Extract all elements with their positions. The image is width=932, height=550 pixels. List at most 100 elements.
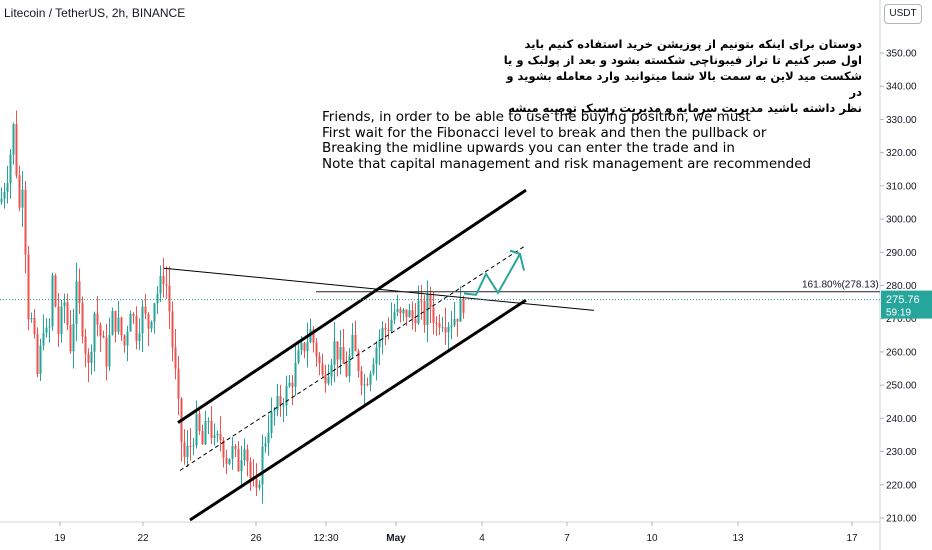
y-tick-label: 330.00: [886, 115, 917, 126]
candle-body: [6, 183, 9, 192]
candle-body: [117, 317, 120, 332]
y-tick-label: 320.00: [886, 148, 917, 159]
candle-body: [192, 445, 195, 447]
last-price-value: 275.76: [886, 294, 920, 306]
candle-body: [24, 189, 27, 255]
chart-title: Litecoin / TetherUS, 2h, BINANCE: [4, 6, 186, 20]
candle-body: [231, 445, 234, 459]
candle-body: [135, 315, 138, 342]
candle-body: [57, 306, 60, 335]
candle-body: [330, 364, 333, 377]
candle-body: [327, 376, 330, 384]
y-tick-label: 260.00: [886, 347, 917, 358]
y-tick-label: 290.00: [886, 248, 917, 259]
candle-body: [357, 351, 360, 372]
candle-body: [108, 334, 111, 367]
english-line: Breaking the midline upwards you can ent…: [322, 140, 735, 156]
x-tick-label: 26: [250, 533, 262, 544]
candle-body: [171, 311, 174, 348]
candle-body: [387, 329, 390, 332]
persian-line: دوستان برای اینکه بتونیم از پوزیشن خرید …: [524, 37, 862, 51]
candle-body: [129, 313, 132, 332]
candle-body: [219, 433, 222, 441]
candle-body: [60, 306, 63, 335]
y-tick-label: 250.00: [886, 381, 917, 392]
candle-body: [348, 355, 351, 377]
x-tick-label: 22: [137, 533, 149, 544]
candle-body: [0, 198, 3, 203]
candle-body: [234, 445, 237, 449]
candle-body: [243, 449, 246, 461]
candle-body: [360, 371, 363, 386]
candle-body: [213, 435, 216, 438]
candle-body: [393, 312, 396, 320]
candle-body: [198, 413, 201, 431]
candle-body: [39, 345, 42, 375]
x-tick-label: 10: [646, 533, 658, 544]
candle-body: [162, 276, 165, 285]
candle-body: [363, 384, 366, 386]
candle-body: [273, 409, 276, 412]
candle-body: [195, 413, 198, 446]
persian-line: شکست مید لاین به سمت بالا شما میتوانید و…: [506, 69, 862, 99]
candle-body: [240, 460, 243, 472]
candle-body: [369, 373, 372, 385]
candle-body: [261, 446, 264, 485]
candle-body: [216, 433, 219, 436]
candle-body: [201, 430, 204, 445]
candle-body: [51, 275, 54, 327]
x-tick-label: 12:30: [313, 533, 338, 544]
candle-body: [33, 318, 36, 334]
candle-body: [333, 341, 336, 365]
candle-body: [120, 317, 123, 336]
candle-body: [150, 321, 153, 329]
candle-body: [366, 384, 369, 386]
candle-body: [291, 382, 294, 387]
y-tick-label: 280.00: [886, 281, 917, 292]
candle-body: [414, 318, 417, 324]
y-tick-label: 230.00: [886, 447, 917, 458]
candle-body: [276, 395, 279, 410]
candle-body: [312, 329, 315, 343]
candle-body: [66, 302, 69, 325]
candle-body: [462, 299, 465, 313]
candle-body: [339, 347, 342, 360]
candle-body: [441, 327, 444, 329]
candle-body: [174, 347, 177, 369]
y-tick-label: 340.00: [886, 82, 917, 93]
candle-body: [354, 334, 357, 352]
x-tick-label: 19: [54, 533, 66, 544]
candle-body: [141, 306, 144, 334]
candle-body: [165, 284, 168, 286]
candle-body: [417, 300, 420, 324]
y-tick-label: 350.00: [886, 49, 917, 60]
candle-body: [420, 300, 423, 302]
candle-body: [138, 333, 141, 342]
persian-annotation: دوستان برای اینکه بتونیم از پوزیشن خرید …: [502, 36, 862, 116]
x-tick-label: 17: [846, 533, 858, 544]
candle-body: [297, 350, 300, 363]
persian-line: نظر داشته باشید مدیریت سرمایه و مدیریت ر…: [508, 101, 862, 115]
candle-body: [423, 301, 426, 326]
candle-body: [69, 324, 72, 352]
candle-body: [183, 442, 186, 457]
candle-body: [249, 461, 252, 479]
candle-body: [93, 313, 96, 352]
candle-body: [207, 420, 210, 422]
candle-body: [75, 281, 78, 325]
candle-body: [336, 341, 339, 360]
currency-selector[interactable]: USDT: [884, 4, 922, 24]
candle-body: [144, 306, 147, 314]
candle-body: [447, 326, 450, 333]
candle-body: [204, 420, 207, 445]
y-tick-label: 210.00: [886, 514, 917, 525]
candle-body: [225, 457, 228, 465]
candle-body: [111, 311, 114, 335]
y-tick-label: 220.00: [886, 480, 917, 491]
candle-body: [246, 449, 249, 462]
candle-body: [351, 334, 354, 356]
candle-body: [153, 303, 156, 322]
candle-body: [402, 309, 405, 314]
candle-body: [444, 327, 447, 333]
